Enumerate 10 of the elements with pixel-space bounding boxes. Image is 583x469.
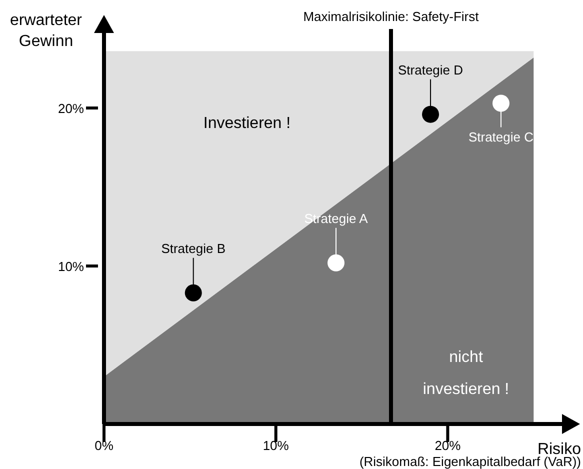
y-axis-title: erwarteter Gewinn [10,12,83,50]
annotation: nicht investieren ! [422,349,510,398]
data-label: Strategie B [161,240,226,256]
annotation: Investieren ! [203,115,291,132]
x-tick-label: 10% [262,438,290,453]
ref-line-label: Maximalrisikolinie: Safety-First [303,9,480,24]
x-tick-label: 0% [94,438,114,453]
data-label: Strategie D [398,62,464,78]
x-tick-label: 20% [434,438,462,453]
data-label: Strategie C [468,129,534,144]
